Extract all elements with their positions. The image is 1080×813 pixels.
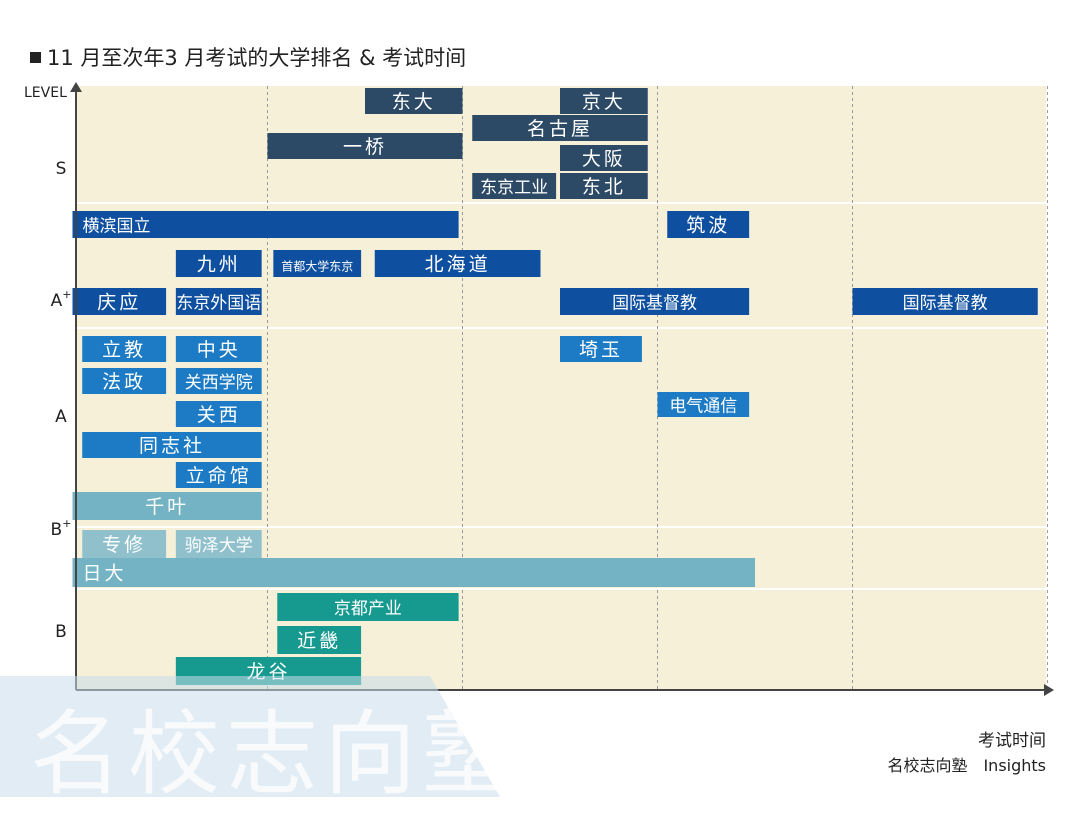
bar-bplus-25 — [72, 492, 262, 520]
bar-bplus-27 — [175, 530, 262, 558]
y-axis-label: LEVEL — [24, 85, 67, 101]
bar-aplus-11-label: 北海道 — [425, 254, 491, 276]
bar-a-21-label: 电气通信 — [669, 397, 737, 417]
chart-title-text: 11 月至次年3 月考试的大学排名 & 考试时间 — [47, 46, 467, 70]
bar-aplus-10 — [273, 250, 362, 277]
bar-aplus-14-label: 国际基督教 — [612, 294, 697, 314]
bar-b-30-label: 近畿 — [297, 630, 341, 652]
bar-a-19-label: 法政 — [102, 371, 146, 393]
bar-aplus-8-label: 筑波 — [686, 215, 730, 237]
bar-a-22-label: 关西 — [197, 404, 241, 426]
footer-brand: 名校志向塾 — [887, 756, 968, 775]
bar-s-3-label: 一桥 — [343, 136, 387, 158]
bar-b-30 — [277, 626, 362, 654]
bar-aplus-12 — [72, 288, 167, 315]
bar-a-18 — [560, 336, 642, 362]
level-label-aplus: A+ — [51, 288, 72, 311]
bar-b-29-label: 京都产业 — [334, 599, 402, 619]
x-axis-label: 考试时间 — [978, 731, 1046, 751]
bar-a-19 — [82, 368, 167, 394]
bar-s-0-label: 东大 — [392, 91, 436, 113]
footer: 名校志向塾 Insights — [887, 752, 1046, 776]
bar-aplus-10-label: 首都大学东京 — [281, 259, 353, 274]
bar-aplus-7 — [72, 211, 459, 238]
bar-a-16-label: 立教 — [102, 339, 146, 361]
level-label-plus: + — [62, 288, 71, 301]
bar-bplus-28 — [72, 558, 755, 587]
bar-s-2-label: 名古屋 — [527, 118, 593, 140]
y-axis-arrow-icon — [70, 82, 82, 92]
bar-bplus-28-label: 日大 — [83, 563, 127, 585]
bar-a-24 — [175, 462, 262, 488]
bar-a-16 — [82, 336, 167, 362]
bar-a-20 — [175, 368, 262, 394]
level-label-b: B — [55, 622, 67, 642]
bar-s-5-label: 东京工业 — [480, 178, 548, 198]
bar-s-3 — [267, 133, 463, 159]
bar-s-4 — [560, 145, 648, 171]
bar-aplus-9-label: 九州 — [197, 254, 241, 276]
level-label-bplus: B+ — [51, 517, 72, 540]
bar-aplus-15-label: 国际基督教 — [903, 294, 988, 314]
bar-a-20-label: 关西学院 — [185, 373, 253, 393]
bar-s-1 — [560, 88, 648, 114]
bar-bplus-27-label: 驹泽大学 — [185, 536, 253, 556]
bar-bplus-25-label: 千叶 — [145, 496, 189, 518]
bar-s-5 — [472, 173, 557, 199]
bar-aplus-12-label: 庆应 — [97, 292, 141, 314]
level-label-s: S — [56, 159, 67, 179]
bar-b-29 — [277, 593, 459, 621]
level-label-a: A — [55, 407, 67, 427]
bar-bplus-26-label: 专修 — [102, 534, 146, 556]
chart-title: 11 月至次年3 月考试的大学排名 & 考试时间 — [30, 42, 466, 72]
bar-aplus-11 — [374, 250, 541, 277]
bar-aplus-14 — [560, 288, 750, 315]
bar-a-23 — [82, 432, 262, 458]
level-label-plus: + — [62, 517, 71, 530]
bar-a-23-label: 同志社 — [139, 435, 205, 457]
bar-aplus-13 — [175, 288, 262, 315]
bar-aplus-7-label: 横滨国立 — [83, 217, 151, 237]
bar-a-22 — [175, 401, 262, 427]
bar-s-1-label: 京大 — [582, 91, 626, 113]
bar-s-6 — [560, 173, 648, 199]
bar-a-21 — [657, 392, 750, 417]
bar-s-4-label: 大阪 — [582, 148, 626, 170]
watermark-text: 名校志向塾 — [30, 701, 521, 808]
bar-aplus-9 — [175, 250, 262, 277]
bar-a-17 — [175, 336, 262, 362]
bar-bplus-26 — [82, 530, 167, 558]
bar-s-0 — [365, 88, 463, 114]
bar-s-6-label: 东北 — [582, 176, 626, 198]
watermark-band — [0, 676, 500, 797]
title-square-icon — [30, 52, 41, 63]
footer-insights: Insights — [983, 756, 1046, 775]
bar-aplus-8 — [667, 211, 750, 238]
bar-a-17-label: 中央 — [197, 339, 241, 361]
bar-s-2 — [472, 115, 648, 141]
bar-a-24-label: 立命馆 — [186, 465, 252, 487]
bar-aplus-15 — [852, 288, 1038, 315]
bar-a-18-label: 埼玉 — [579, 339, 623, 361]
x-axis-arrow-icon — [1044, 684, 1054, 696]
bar-aplus-13-label: 东京外国语 — [176, 294, 261, 314]
